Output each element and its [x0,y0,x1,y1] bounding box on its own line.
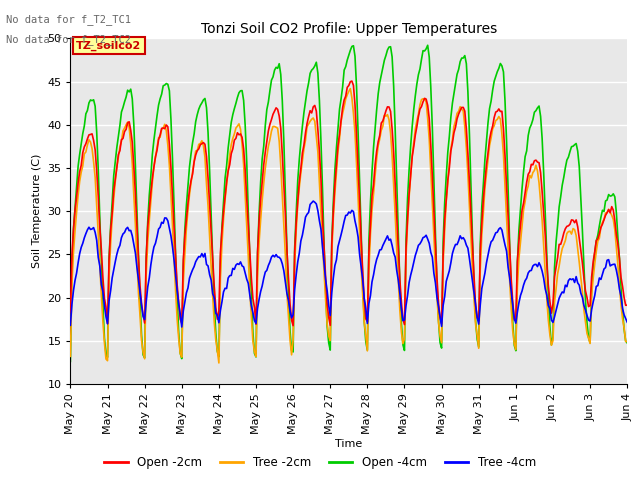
Text: TZ_soilco2: TZ_soilco2 [76,41,141,51]
Y-axis label: Soil Temperature (C): Soil Temperature (C) [32,154,42,268]
Title: Tonzi Soil CO2 Profile: Upper Temperatures: Tonzi Soil CO2 Profile: Upper Temperatur… [201,22,497,36]
Text: No data for f_T2_TC1: No data for f_T2_TC1 [6,14,131,25]
Text: No data for f_T2_TC2: No data for f_T2_TC2 [6,34,131,45]
X-axis label: Time: Time [335,440,362,449]
Legend: Open -2cm, Tree -2cm, Open -4cm, Tree -4cm: Open -2cm, Tree -2cm, Open -4cm, Tree -4… [99,452,541,474]
